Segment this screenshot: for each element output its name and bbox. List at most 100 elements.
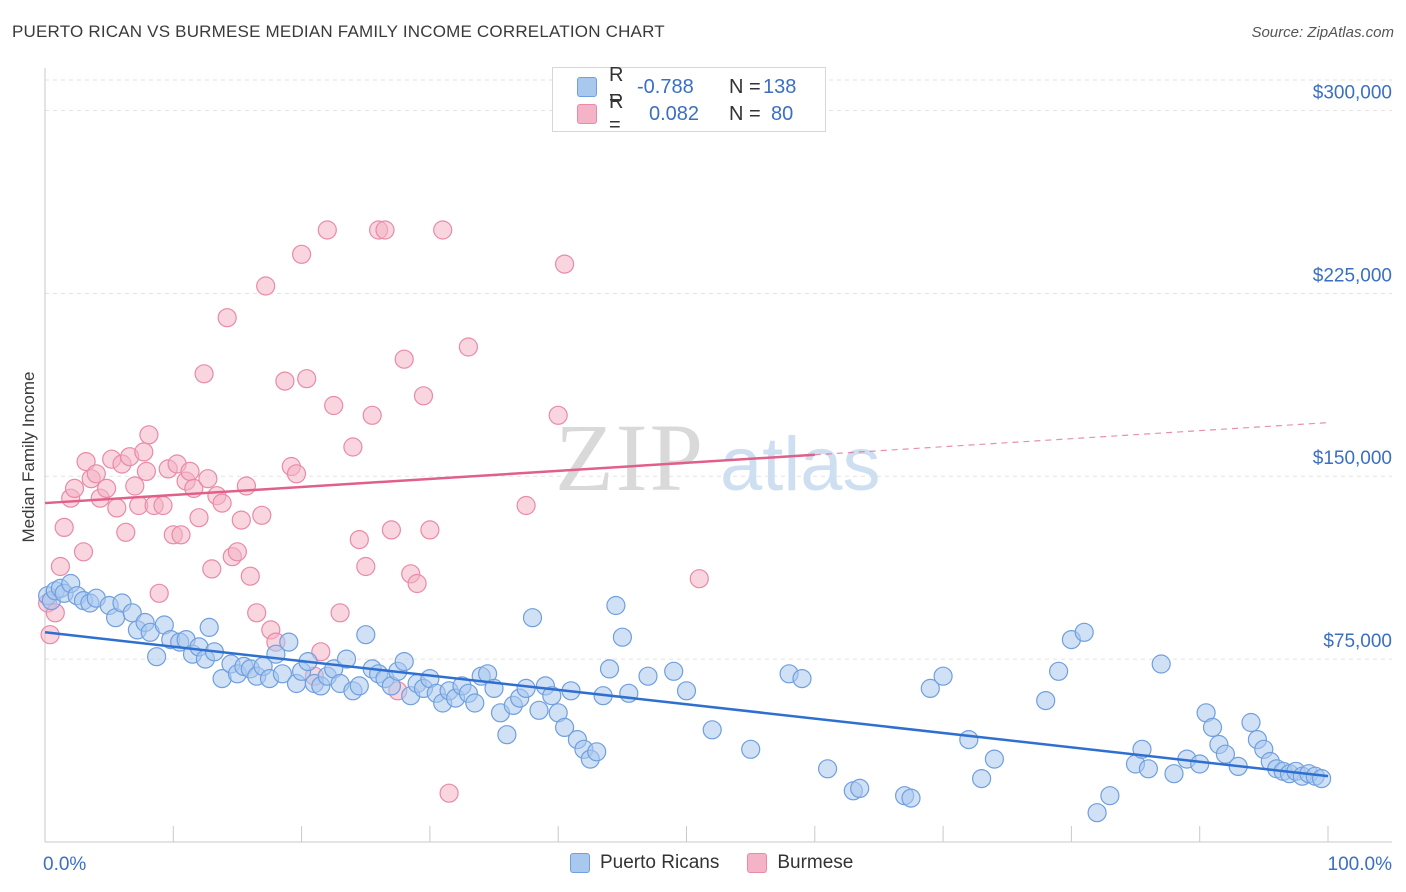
burmese-point [194,364,214,384]
puerto-rican-point [612,627,633,647]
puerto-rican-point [516,678,536,699]
puerto-rican-point [147,647,167,667]
burmese-point [134,442,154,462]
legend-r-label: R = [609,64,624,109]
puerto-rican-point [356,625,376,645]
correlation-legend: R = -0.788 N = 138 R = 0.082 N = 80 [552,64,826,136]
burmese-point [554,254,575,274]
puerto-rican-point [279,632,299,652]
burmese-points [37,220,709,803]
burmese-point [689,569,709,589]
burmese-point [311,642,331,662]
legend-n-label: N = [729,75,761,98]
puerto-rican-point [1311,768,1332,789]
puerto-rican-point [394,651,414,672]
burmese-point [286,464,307,484]
burmese-point [202,559,222,579]
burmese-point [96,478,117,498]
legend-n-label: N = [729,102,761,125]
y-tick-label: $75,000 [1323,631,1392,652]
puerto-rican-point [959,729,979,750]
burmese-point [217,308,237,328]
burmese-point [330,603,350,623]
puerto-rican-point [676,681,697,701]
puerto-rican-point [1087,803,1107,823]
burmese-point [256,276,276,296]
burmese-point [136,461,156,481]
burmese-point [227,542,247,562]
puerto-rican-point [336,649,357,669]
puerto-rican-point [933,666,953,686]
puerto-rican-point [920,678,940,699]
burmese-point [149,583,169,603]
puerto-rican-point [554,717,575,738]
burmese-point [125,476,145,496]
burmese-point [86,464,106,484]
burmese-point [139,425,159,445]
puerto-rican-point [702,720,722,740]
series-swatch-pink [747,853,768,873]
burmese-point [189,508,209,528]
burmese-point [107,498,127,518]
puerto-rican-point [1215,744,1236,764]
puerto-rican-point [901,788,921,808]
burmese-point [349,529,369,550]
burmese-point [64,478,85,498]
puerto-rican-point [465,693,485,713]
puerto-rican-point [522,608,543,628]
burmese-point [292,244,312,264]
burmese-point [247,603,267,623]
legend-swatch-blue [577,77,597,97]
puerto-rican-point [529,700,549,720]
burmese-trend-line-extension [814,421,1329,456]
burmese-point [413,386,434,406]
puerto-rican-point [122,603,142,623]
legend-swatch-pink [577,104,597,124]
puerto-rican-point [1164,764,1184,784]
legend-n-value: 138 [763,75,797,98]
burmese-point [356,556,376,577]
burmese-point [317,220,337,240]
puerto-rican-point [792,668,812,689]
series-swatch-blue [570,853,590,873]
series-legend-burmese: Burmese [747,852,853,874]
puerto-rican-point [272,664,292,684]
burmese-point [394,349,414,369]
burmese-point [433,220,453,240]
series-legend-puerto-ricans: Puerto Ricans [570,852,719,874]
burmese-point [381,520,401,540]
burmese-point [212,493,232,513]
legend-n-value: 80 [771,102,794,125]
burmese-point [198,469,218,489]
legend-row-puerto-ricans: R = -0.788 N = 138 [577,64,797,109]
watermark-zip: ZIP [555,404,705,511]
series-label-burmese: Burmese [777,852,854,873]
burmese-point [50,556,71,577]
puerto-rican-point [638,666,658,686]
burmese-point [297,369,317,389]
series-label-puerto-ricans: Puerto Ricans [600,852,720,873]
tick-labels: $75,000 $150,000 $225,000 $300,000 0.0% 100.0… [43,82,1392,875]
burmese-point [420,520,440,540]
burmese-point [180,461,200,481]
burmese-point [73,542,94,562]
burmese-point [343,437,363,457]
burmese-point [362,405,382,425]
puerto-rican-point [664,661,684,681]
puerto-rican-point [1074,622,1094,642]
legend-row-burmese: R = 0.082 N = 80 [577,91,794,136]
y-tick-label: $300,000 [1313,82,1392,103]
puerto-rican-point [542,686,562,706]
puerto-rican-point [741,739,761,759]
puerto-rican-point [971,768,992,789]
y-axis-label: Median Family Income [19,371,38,542]
burmese-point [275,371,295,391]
burmese-point [54,517,74,538]
burmese-point [324,395,344,416]
burmese-point [516,495,536,516]
burmese-point [171,525,191,545]
y-tick-label: $150,000 [1313,448,1392,469]
puerto-rican-point [817,759,838,779]
puerto-rican-points [37,573,1332,823]
